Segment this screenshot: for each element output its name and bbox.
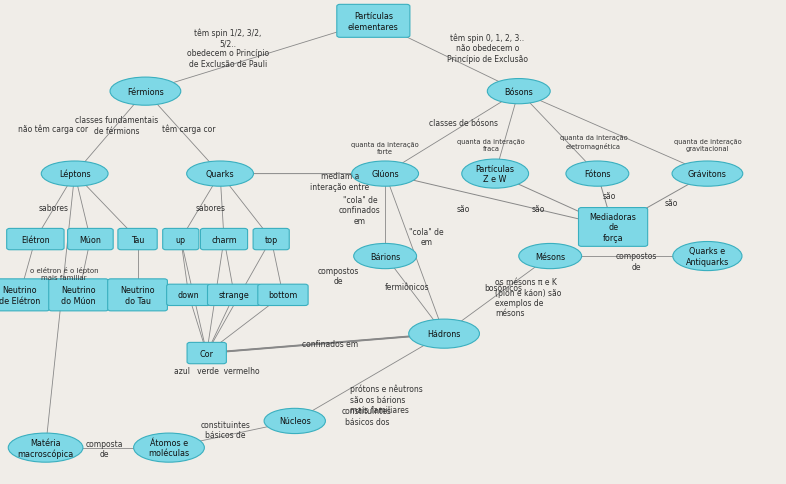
Text: Quarks e
Antiquarks: Quarks e Antiquarks [685,247,729,266]
Text: confinados em: confinados em [302,339,358,348]
FancyBboxPatch shape [118,229,157,250]
Text: Átomos e
moléculas: Átomos e moléculas [149,438,189,457]
FancyBboxPatch shape [578,208,648,247]
FancyBboxPatch shape [167,285,211,306]
Ellipse shape [487,79,550,105]
FancyBboxPatch shape [336,5,410,38]
Text: os mésons π e K
(pion e káon) são
exemplos de
mésons: os mésons π e K (pion e káon) são exempl… [495,278,561,318]
Text: top: top [265,235,277,244]
Text: classes de bósons: classes de bósons [429,119,498,128]
Text: quanta de interação
gravitacional: quanta de interação gravitacional [674,139,741,151]
Text: Bósons: Bósons [505,88,533,96]
Text: são: são [602,192,616,200]
Text: down: down [178,291,200,300]
Ellipse shape [462,160,529,189]
FancyBboxPatch shape [6,229,64,250]
Text: Glúons: Glúons [371,170,399,179]
Ellipse shape [110,78,181,106]
Text: prótons e nêutrons
são os bárions
mais familiares: prótons e nêutrons são os bárions mais f… [350,384,423,414]
Text: composta
de: composta de [86,439,123,458]
Text: Neutrino
de Elétron: Neutrino de Elétron [0,286,40,305]
Ellipse shape [187,162,254,187]
Text: Grávitons: Grávitons [688,170,727,179]
Text: "cola" de
confinados
em: "cola" de confinados em [339,196,381,226]
FancyBboxPatch shape [49,279,108,311]
FancyBboxPatch shape [187,343,226,364]
Text: compostos
de: compostos de [318,266,358,286]
Text: bottom: bottom [268,291,298,300]
Text: Partículas
Z e W: Partículas Z e W [476,165,515,184]
FancyBboxPatch shape [208,285,261,306]
Text: constituintes
básicos dos: constituintes básicos dos [342,407,391,426]
Text: charm: charm [211,235,237,244]
Text: Neutrino
do Múon: Neutrino do Múon [61,286,96,305]
Text: quanta da interação
forte: quanta da interação forte [351,142,419,155]
Text: Léptons: Léptons [59,169,90,179]
Text: compostos
de: compostos de [616,252,657,271]
Text: são: são [531,205,545,213]
Text: Elétron: Elétron [21,235,50,244]
Text: bosônicos: bosônicos [484,284,522,292]
FancyBboxPatch shape [68,229,113,250]
Text: têm spin 0, 1, 2, 3..
não obedecem o
Princípio de Exclusão: têm spin 0, 1, 2, 3.. não obedecem o Pri… [446,33,528,63]
Ellipse shape [264,408,325,434]
Text: Neutrino
do Tau: Neutrino do Tau [120,286,155,305]
Text: têm carga cor: têm carga cor [162,124,215,134]
Text: o elétron é o lépton
mais familiar: o elétron é o lépton mais familiar [30,267,98,280]
Text: sabores: sabores [39,204,68,212]
Text: constituintes
básicos de: constituintes básicos de [200,420,251,439]
Text: têm spin 1/2, 3/2,
5/2..
obedecem o Princípio
de Exclusão de Pauli: têm spin 1/2, 3/2, 5/2.. obedecem o Prin… [187,28,269,69]
Ellipse shape [566,162,629,187]
Text: Núcleos: Núcleos [279,417,310,425]
Text: Hádrons: Hádrons [428,330,461,338]
Ellipse shape [134,433,204,462]
Text: Tau: Tau [130,235,145,244]
Ellipse shape [352,162,419,187]
Ellipse shape [354,244,417,269]
Ellipse shape [673,242,742,271]
Text: mediam a
interação entre: mediam a interação entre [310,172,369,191]
Text: são: são [457,205,471,213]
Text: quanta da interação
fraca: quanta da interação fraca [457,139,525,151]
FancyBboxPatch shape [258,285,308,306]
Ellipse shape [519,244,582,269]
Text: Férmions: Férmions [127,88,163,96]
Text: classes fundamentais
de férmions: classes fundamentais de férmions [75,116,158,136]
Text: sabores: sabores [196,204,226,212]
Text: Partículas
elementares: Partículas elementares [348,12,399,31]
Ellipse shape [8,433,83,462]
Text: Quarks: Quarks [206,170,234,179]
Text: são: são [664,199,678,208]
Text: Bárions: Bárions [370,252,400,261]
FancyBboxPatch shape [163,229,199,250]
Ellipse shape [409,319,479,348]
FancyBboxPatch shape [0,279,50,311]
Text: Matéria
macroscópica: Matéria macroscópica [17,438,74,458]
Ellipse shape [42,162,108,187]
Text: up: up [176,235,185,244]
Text: Cor: Cor [200,349,214,358]
Text: azul   verde  vermelho: azul verde vermelho [174,366,260,375]
FancyBboxPatch shape [200,229,248,250]
Text: Múon: Múon [79,235,101,244]
Text: Mésons: Mésons [535,252,565,261]
Text: fermiônicos: fermiônicos [385,282,429,291]
Text: não têm carga cor: não têm carga cor [18,124,89,134]
Text: strange: strange [219,291,250,300]
FancyBboxPatch shape [108,279,167,311]
Text: Fótons: Fótons [584,170,611,179]
Text: quanta da interação
eletromagnética: quanta da interação eletromagnética [560,135,627,150]
Text: Mediadoras
de
força: Mediadoras de força [590,212,637,242]
Ellipse shape [672,162,743,187]
FancyBboxPatch shape [253,229,289,250]
Text: "cola" de
em: "cola" de em [410,227,444,247]
